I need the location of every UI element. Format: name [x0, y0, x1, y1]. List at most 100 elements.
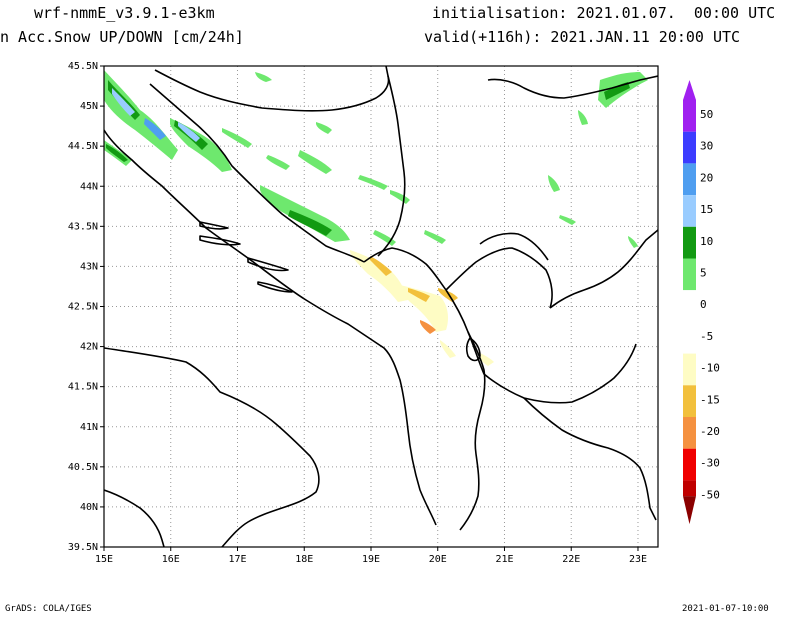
- snow-area-east-1: [578, 110, 588, 125]
- lon-label: 20E: [429, 554, 447, 565]
- snow-area-bosnia-4: [266, 155, 290, 170]
- lat-ticks: [100, 65, 104, 548]
- melt-area-albania-south: [440, 340, 456, 358]
- montenegro-border: [363, 247, 447, 291]
- korcula-island: [247, 257, 289, 272]
- colorbar-segment: [683, 100, 696, 132]
- colorbar-label: -50: [700, 488, 720, 501]
- lat-label: 40.5N: [68, 462, 98, 473]
- colorbar-label: 10: [700, 235, 713, 248]
- italy-heel: [104, 489, 165, 547]
- colorbar-label: -30: [700, 457, 720, 470]
- snow-area-coast-north-core: [106, 144, 128, 162]
- colorbar-segment: [683, 385, 696, 417]
- snow-area-dinaric-nw-max: [112, 88, 135, 116]
- hvar-island: [199, 235, 241, 246]
- melt-area-macedonia: [478, 352, 494, 366]
- snow-area-bosnia-1-core: [288, 210, 332, 236]
- colorbar-label: 5: [700, 267, 707, 280]
- colorbar-label: 0: [700, 298, 707, 311]
- snow-area-velebit: [144, 118, 166, 140]
- snow-melt-areas: [350, 250, 494, 366]
- lat-label: 43N: [80, 261, 98, 272]
- snow-area-serbia-2: [390, 190, 410, 204]
- albania-greece-border: [459, 331, 486, 531]
- bosnia-border: [154, 66, 390, 112]
- greece-north: [523, 397, 657, 521]
- init-time: initialisation: 2021.01.07. 00:00 UTC: [432, 4, 776, 22]
- snow-area-bosnia-2: [298, 150, 332, 174]
- colorbar-segment: [683, 290, 696, 322]
- bulgaria-border: [549, 229, 658, 309]
- footer-left: GrADS: COLA/IGES: [5, 604, 92, 614]
- snow-area-bulgaria-2: [559, 215, 576, 225]
- lon-label: 16E: [162, 554, 180, 565]
- melt-area-prokletije: [438, 288, 458, 302]
- melt-area-montenegro: [350, 250, 408, 302]
- lon-axis-labels: 15E 16E 17E 18E 19E 20E 21E 22E 23E: [95, 554, 647, 565]
- lat-label: 43.5N: [68, 221, 98, 232]
- brac-island: [199, 221, 229, 230]
- snow-area-bosnia-3: [222, 128, 252, 148]
- colorbar-segment: [683, 163, 696, 196]
- colorbar-label: 30: [700, 140, 713, 153]
- colorbar-bottom-arrow: [683, 496, 696, 525]
- lat-label: 42.5N: [68, 302, 98, 313]
- serbia-inner: [479, 232, 549, 261]
- colorbar-label: 50: [700, 108, 713, 121]
- field-title: n Acc.Snow UP/DOWN [cm/24h]: [0, 28, 244, 46]
- lat-label: 45N: [80, 101, 98, 112]
- croatia-border: [149, 83, 365, 263]
- lat-axis-labels: 45.5N 45N 44.5N 44N 43.5N 43N 42.5N 42N 41.5N 41N…: [68, 61, 98, 553]
- melt-area-albania-mid: [420, 320, 436, 334]
- snow-area-bulgaria-1: [548, 175, 560, 192]
- lat-label: 42N: [80, 342, 98, 353]
- lake-ohrid: [465, 337, 481, 362]
- colorbar-label: 15: [700, 203, 713, 216]
- italy-coast: [104, 347, 320, 547]
- colorbar-label: 20: [700, 171, 713, 184]
- lat-label: 39.5N: [68, 542, 98, 553]
- colorbar-segment: [683, 448, 696, 481]
- colorbar-segment: [683, 353, 696, 386]
- snow-area-bosnia-5: [358, 175, 388, 190]
- lat-label: 40N: [80, 502, 98, 513]
- valid-time: valid(+116h): 2021.JAN.11 20:00 UTC: [424, 28, 741, 46]
- footer-right: 2021-01-07-10:00: [682, 604, 769, 614]
- colorbar-segment: [683, 480, 696, 497]
- colorbar-segment: [683, 226, 696, 259]
- snow-accumulation-areas: [104, 70, 648, 248]
- snow-area-serbia-1: [424, 230, 446, 244]
- lat-label: 41.5N: [68, 382, 98, 393]
- melt-area-montenegro-core: [370, 256, 392, 276]
- melt-area-albania-north: [400, 285, 448, 332]
- grid-lines: [104, 66, 658, 547]
- lon-label: 19E: [362, 554, 380, 565]
- colorbar-segment: [683, 417, 696, 449]
- lat-label: 41N: [80, 422, 98, 433]
- colorbar-top-arrow: [683, 80, 696, 100]
- lon-label: 22E: [562, 554, 580, 565]
- lat-label: 44.5N: [68, 141, 98, 152]
- lon-label: 21E: [495, 554, 513, 565]
- model-title: wrf-nmmE_v3.9.1-e3km: [34, 4, 215, 22]
- melt-area-albania-north-core: [408, 288, 430, 302]
- lat-label: 45.5N: [68, 61, 98, 72]
- snow-area-lika-max: [178, 122, 200, 142]
- mljet-island: [257, 281, 293, 293]
- colorbar-segment: [683, 258, 696, 291]
- kosovo-border: [445, 247, 553, 309]
- serbia-border: [377, 75, 406, 257]
- lon-label: 18E: [295, 554, 313, 565]
- lon-ticks: [103, 547, 639, 551]
- colorbar-segment: [683, 321, 696, 354]
- colorbar-segment: [683, 195, 696, 227]
- colorbar-label: -20: [700, 425, 720, 438]
- snow-area-east-2: [628, 236, 638, 248]
- colorbar-label: -15: [700, 393, 720, 406]
- colorbar-label: -5: [700, 330, 713, 343]
- colorbar-segment: [683, 131, 696, 164]
- colorbar-label: -10: [700, 362, 720, 375]
- snow-area-north-1: [255, 72, 272, 82]
